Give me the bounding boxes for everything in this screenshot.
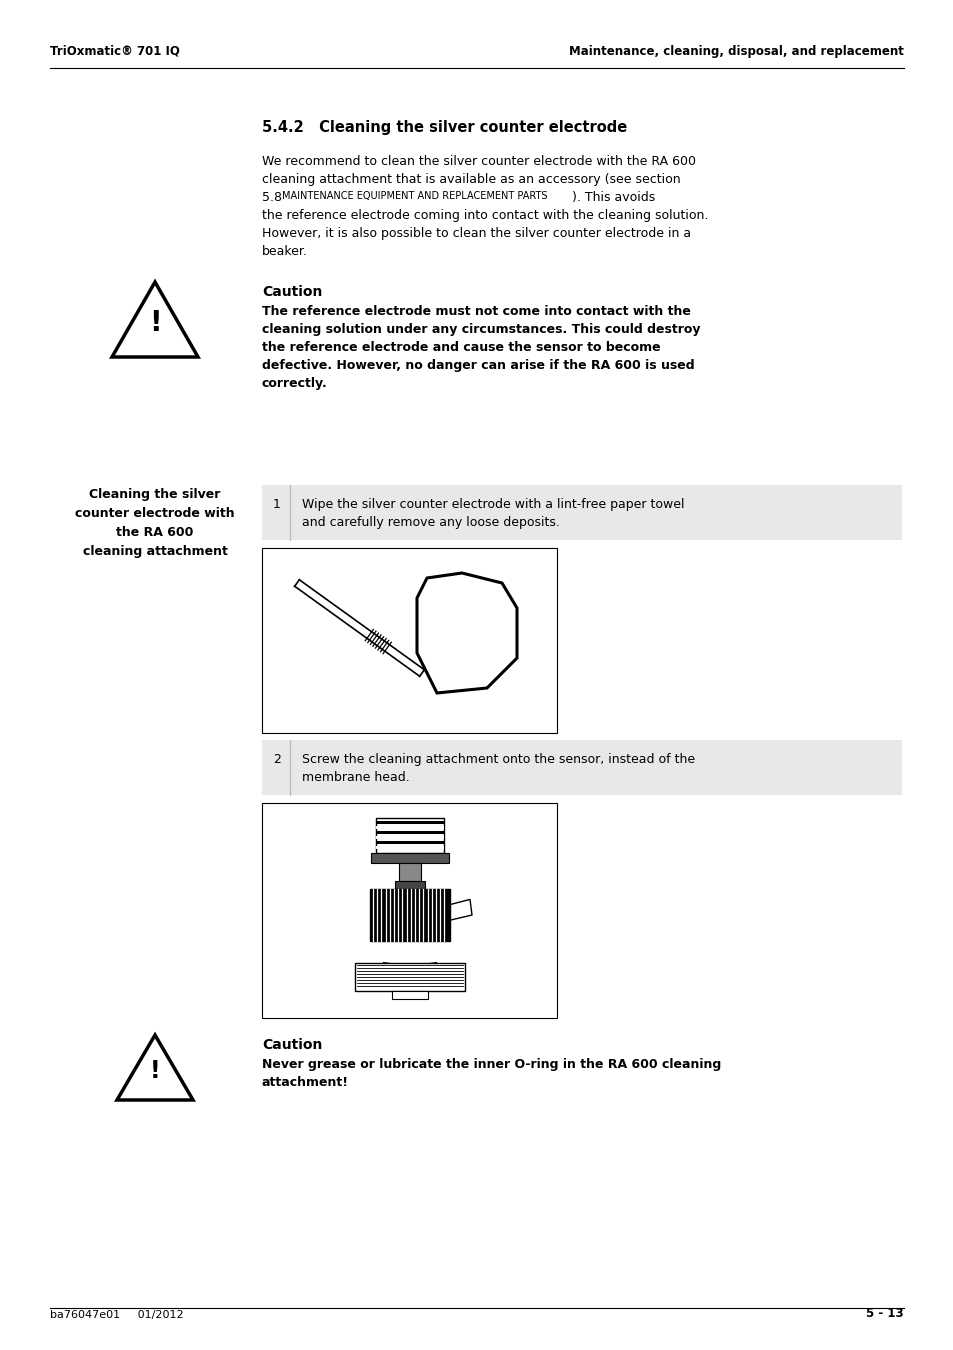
- Bar: [375, 841, 443, 844]
- Text: !: !: [150, 1058, 160, 1083]
- Text: cleaning attachment: cleaning attachment: [83, 545, 227, 558]
- Text: 5.8: 5.8: [262, 190, 286, 204]
- Text: However, it is also possible to clean the silver counter electrode in a: However, it is also possible to clean th…: [262, 227, 690, 240]
- Bar: [375, 821, 443, 824]
- Text: 2: 2: [273, 753, 280, 765]
- Bar: [370, 890, 450, 941]
- Text: The reference electrode must not come into contact with the: The reference electrode must not come in…: [262, 305, 690, 319]
- Text: 1: 1: [273, 498, 280, 512]
- Text: ). This avoids: ). This avoids: [572, 190, 655, 204]
- Text: Cleaning the silver: Cleaning the silver: [90, 487, 220, 501]
- Bar: [375, 832, 443, 834]
- Bar: [395, 882, 424, 890]
- Text: ba76047e01     01/2012: ba76047e01 01/2012: [50, 1310, 183, 1320]
- Text: the reference electrode coming into contact with the cleaning solution.: the reference electrode coming into cont…: [262, 209, 708, 221]
- Text: the RA 600: the RA 600: [116, 526, 193, 539]
- Bar: [371, 853, 449, 863]
- Text: Never grease or lubricate the inner O-ring in the RA 600 cleaning: Never grease or lubricate the inner O-ri…: [262, 1058, 720, 1071]
- Text: correctly.: correctly.: [262, 377, 328, 390]
- Bar: [375, 846, 443, 849]
- Text: counter electrode with: counter electrode with: [75, 508, 234, 520]
- Text: and carefully remove any loose deposits.: and carefully remove any loose deposits.: [302, 516, 559, 529]
- Bar: [375, 836, 443, 838]
- Text: !: !: [149, 309, 161, 338]
- Bar: [262, 485, 901, 540]
- Text: Wipe the silver counter electrode with a lint-free paper towel: Wipe the silver counter electrode with a…: [302, 498, 684, 512]
- Bar: [392, 991, 428, 999]
- Bar: [262, 803, 557, 1018]
- Bar: [262, 740, 901, 795]
- Text: cleaning attachment that is available as an accessory (see section: cleaning attachment that is available as…: [262, 173, 679, 186]
- Text: Caution: Caution: [262, 285, 322, 298]
- Text: Maintenance, cleaning, disposal, and replacement: Maintenance, cleaning, disposal, and rep…: [569, 45, 903, 58]
- Bar: [398, 863, 420, 882]
- Text: membrane head.: membrane head.: [302, 771, 410, 784]
- Text: beaker.: beaker.: [262, 244, 308, 258]
- Text: Caution: Caution: [262, 1038, 322, 1052]
- Text: 5.4.2   Cleaning the silver counter electrode: 5.4.2 Cleaning the silver counter electr…: [262, 120, 626, 135]
- Text: cleaning solution under any circumstances. This could destroy: cleaning solution under any circumstance…: [262, 323, 700, 336]
- Text: TriOxmatic® 701 IQ: TriOxmatic® 701 IQ: [50, 45, 180, 58]
- Text: We recommend to clean the silver counter electrode with the RA 600: We recommend to clean the silver counter…: [262, 155, 696, 167]
- Text: MAINTENANCE EQUIPMENT AND REPLACEMENT PARTS: MAINTENANCE EQUIPMENT AND REPLACEMENT PA…: [282, 190, 547, 201]
- Bar: [355, 963, 464, 991]
- Text: 5 - 13: 5 - 13: [865, 1307, 903, 1320]
- Text: the reference electrode and cause the sensor to become: the reference electrode and cause the se…: [262, 342, 659, 354]
- Bar: [375, 818, 443, 853]
- Text: defective. However, no danger can arise if the RA 600 is used: defective. However, no danger can arise …: [262, 359, 694, 373]
- Text: Screw the cleaning attachment onto the sensor, instead of the: Screw the cleaning attachment onto the s…: [302, 753, 695, 765]
- Bar: [262, 548, 557, 733]
- Bar: [375, 826, 443, 829]
- Text: attachment!: attachment!: [262, 1076, 349, 1089]
